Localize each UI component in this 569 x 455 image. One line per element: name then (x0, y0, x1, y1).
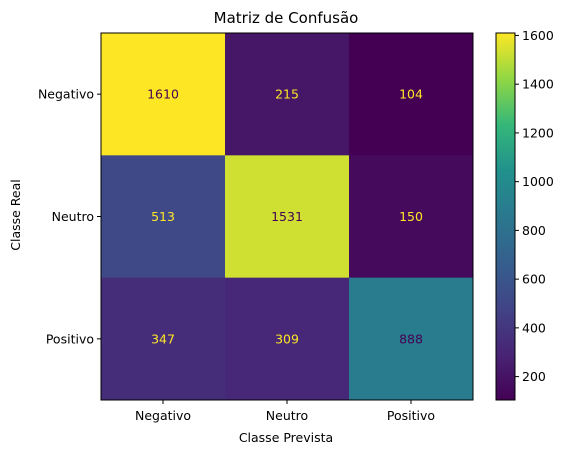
y-tick-label: Neutro (52, 209, 94, 224)
chart-title: Matriz de Confusão (214, 9, 359, 27)
y-axis-ticks: Negativo Neutro Positivo (38, 87, 101, 346)
cell-value-label: 888 (399, 331, 423, 346)
y-tick-label: Negativo (38, 87, 94, 102)
y-tick-label: Positivo (46, 331, 94, 346)
heatmap-cell (101, 155, 226, 279)
cell-value-label: 150 (399, 209, 423, 224)
cell-value-label: 309 (275, 331, 299, 346)
heatmap-cell (225, 155, 350, 279)
cell-value-label: 1610 (147, 87, 179, 102)
colorbar-tick-label: 1200 (522, 125, 554, 140)
colorbar-tick-label: 200 (522, 369, 546, 384)
colorbar-tick-label: 800 (522, 223, 546, 238)
cell-value-label: 1531 (271, 209, 303, 224)
heatmap-cell (225, 33, 350, 156)
x-axis-ticks: Negativo Neutro Positivo (135, 400, 435, 423)
cell-value-label: 104 (399, 87, 423, 102)
heatmap-cell (225, 277, 350, 401)
cell-value-label: 215 (275, 87, 299, 102)
heatmap-cells (101, 33, 474, 401)
cell-value-label: 513 (151, 209, 175, 224)
x-tick-label: Negativo (135, 408, 191, 423)
cell-value-label: 347 (151, 331, 175, 346)
colorbar-tick-label: 1000 (522, 174, 554, 189)
heatmap-cell (349, 277, 474, 401)
x-tick-label: Positivo (387, 408, 435, 423)
colorbar-tick-label: 1400 (522, 77, 554, 92)
heatmap-cell (349, 33, 474, 156)
colorbar (495, 32, 516, 401)
heatmap-cell (101, 33, 226, 156)
colorbar-tick-label: 1600 (522, 28, 554, 43)
colorbar-tick-label: 600 (522, 272, 546, 287)
x-axis-label: Classe Prevista (239, 430, 333, 445)
colorbar-tick-label: 400 (522, 320, 546, 335)
heatmap-cell-labels: 1610 215 104 513 1531 150 347 309 888 (147, 87, 423, 347)
x-tick-label: Neutro (266, 408, 308, 423)
y-axis-label: Classe Real (8, 179, 23, 251)
colorbar-ticks: 200 400 600 800 1000 1200 1400 1600 (515, 28, 554, 384)
heatmap-cell (349, 155, 474, 279)
heatmap-cell (101, 277, 226, 401)
